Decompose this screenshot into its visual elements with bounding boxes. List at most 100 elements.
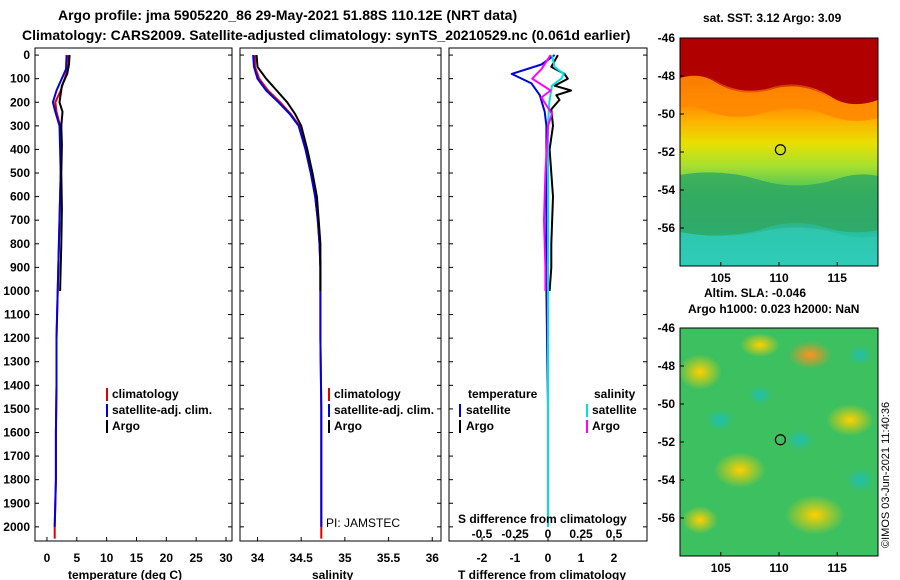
legend-s-argo-swatch xyxy=(586,420,588,433)
map-lat-label: -56 xyxy=(658,511,676,525)
s-diff-tick-label: 0 xyxy=(545,527,552,541)
temperature-frame xyxy=(34,47,233,542)
legend-t-argo: Argo xyxy=(466,419,494,433)
x-tick-label: 10 xyxy=(100,551,114,565)
legend-s-satellite: satellite xyxy=(592,403,637,417)
legend-s-argo: Argo xyxy=(592,419,620,433)
map-lon-label: 110 xyxy=(769,271,789,285)
legend-climatology-swatch xyxy=(106,388,108,401)
sst-map-title: sat. SST: 3.12 Argo: 3.09 xyxy=(703,11,842,25)
s-diff-tick-label: -0.25 xyxy=(501,527,529,541)
x-tick-label: 1 xyxy=(578,551,585,565)
legend-argo: Argo xyxy=(334,419,362,433)
sst-argo-marker xyxy=(774,144,786,156)
legend-climatology: climatology xyxy=(112,387,179,401)
legend-argo-swatch xyxy=(328,420,330,433)
depth-tick-label: 1900 xyxy=(3,496,30,510)
legend-s-satellite-swatch xyxy=(586,404,588,417)
map-lon-label: 115 xyxy=(828,561,848,575)
depth-tick-label: 1300 xyxy=(3,355,30,369)
sla-blob xyxy=(785,495,845,535)
depth-tick-label: 1500 xyxy=(3,402,30,416)
temperature-xlabel: temperature (deg C) xyxy=(68,568,182,580)
sla-blob xyxy=(714,452,766,488)
series-line-argo xyxy=(255,55,322,291)
difference-legend: temperature satellite Argo salinity sate… xyxy=(459,387,637,433)
sst-orange-patch xyxy=(680,75,878,121)
x-tick-label: 25 xyxy=(190,551,204,565)
pi-annotation: PI: JAMSTEC xyxy=(326,516,400,530)
legend-satellite-swatch xyxy=(328,404,330,417)
difference-panel: -2 -1 0 1 2 -0.5 -0.25 0 0.25 0.5 T difference fr… xyxy=(448,47,648,580)
series-line-satellite-adj-clim- xyxy=(51,55,68,527)
s-diff-tick-label: -0.5 xyxy=(472,527,493,541)
salinity-panel: 34 34.5 35 35.5 36 salinity climatology sate… xyxy=(239,47,442,580)
sla-map-title-1: Altim. SLA: -0.046 xyxy=(704,286,806,300)
x-tick-label: 2 xyxy=(611,551,618,565)
s-diff-tick-label: 0.25 xyxy=(569,527,593,541)
depth-tick-label: 300 xyxy=(10,119,30,133)
sla-blob xyxy=(682,506,718,534)
imos-credit: ©IMOS 03-Jun-2021 11:40:36 xyxy=(880,402,892,548)
map-lat-label: -56 xyxy=(658,221,676,235)
map-lon-label: 115 xyxy=(828,271,848,285)
sla-blob xyxy=(680,354,722,390)
legend-satellite-swatch xyxy=(106,404,108,417)
depth-tick-label: 1600 xyxy=(3,425,30,439)
salinity-frame xyxy=(239,47,442,542)
x-tick-label: 20 xyxy=(160,551,174,565)
depth-tick-label: 600 xyxy=(10,190,30,204)
x-tick-label: -1 xyxy=(510,551,521,565)
x-tick-label: 0 xyxy=(44,551,51,565)
map-lat-label: -50 xyxy=(658,397,676,411)
legend-t-satellite: satellite xyxy=(466,403,511,417)
map-lat-label: -52 xyxy=(658,435,676,449)
sla-blob xyxy=(848,345,872,365)
legend-climatology-swatch xyxy=(328,388,330,401)
map-lon-label: 105 xyxy=(711,561,731,575)
x-tick-label: 5 xyxy=(73,551,80,565)
depth-tick-label: 1200 xyxy=(3,331,30,345)
depth-tick-label: 500 xyxy=(10,166,30,180)
x-tick-label: 34 xyxy=(251,551,265,565)
depth-tick-label: 700 xyxy=(10,213,30,227)
depth-tick-label: 1000 xyxy=(3,284,30,298)
legend-temperature-title: temperature xyxy=(468,387,538,401)
depth-tick-label: 100 xyxy=(10,72,30,86)
map-lat-label: -48 xyxy=(658,359,676,373)
sla-argo-marker xyxy=(774,434,786,446)
s-diff-tick-label: 0.5 xyxy=(606,527,623,541)
x-tick-label: 0 xyxy=(545,551,552,565)
header-line-2: Climatology: CARS2009. Satellite-adjuste… xyxy=(22,27,630,43)
legend-satellite: satellite-adj. clim. xyxy=(334,403,434,417)
depth-tick-label: 1400 xyxy=(3,378,30,392)
depth-tick-label: 800 xyxy=(10,237,30,251)
depth-tick-label: 0 xyxy=(23,48,30,62)
x-tick-label: 34.5 xyxy=(289,551,313,565)
map-lat-label: -48 xyxy=(658,69,676,83)
temperature-panel: 0 5 10 15 20 25 30 temperature (deg C) climato… xyxy=(34,47,233,580)
sst-map: sat. SST: 3.12 Argo: 3.09 105 110 115 -46 -4… xyxy=(658,11,879,285)
depth-tick-label: 900 xyxy=(10,260,30,274)
map-lat-label: -54 xyxy=(658,183,676,197)
legend-salinity-title: salinity xyxy=(594,387,636,401)
map-lat-label: -54 xyxy=(658,473,676,487)
x-tick-label: 35 xyxy=(338,551,352,565)
sla-blob xyxy=(846,468,874,492)
legend-satellite: satellite-adj. clim. xyxy=(112,403,212,417)
x-tick-label: -2 xyxy=(477,551,488,565)
sla-blob xyxy=(706,409,734,431)
x-tick-label: 30 xyxy=(219,551,233,565)
depth-tick-label: 200 xyxy=(10,95,30,109)
legend-argo-swatch xyxy=(106,420,108,433)
sla-blob xyxy=(740,333,780,357)
legend-t-argo-swatch xyxy=(459,420,461,433)
sst-green-patch xyxy=(680,172,878,236)
map-lon-label: 105 xyxy=(711,271,731,285)
temperature-legend: climatology satellite-adj. clim. Argo xyxy=(106,387,212,433)
s-difference-xlabel: S difference from climatology xyxy=(458,512,627,526)
sst-warm-patch xyxy=(680,38,878,105)
depth-axis: 0 100 200 300 400 500 600 700 800 900 1000 1100 1200… xyxy=(3,48,30,534)
sst-cyan-patch xyxy=(680,227,878,266)
depth-tick-label: 400 xyxy=(10,142,30,156)
